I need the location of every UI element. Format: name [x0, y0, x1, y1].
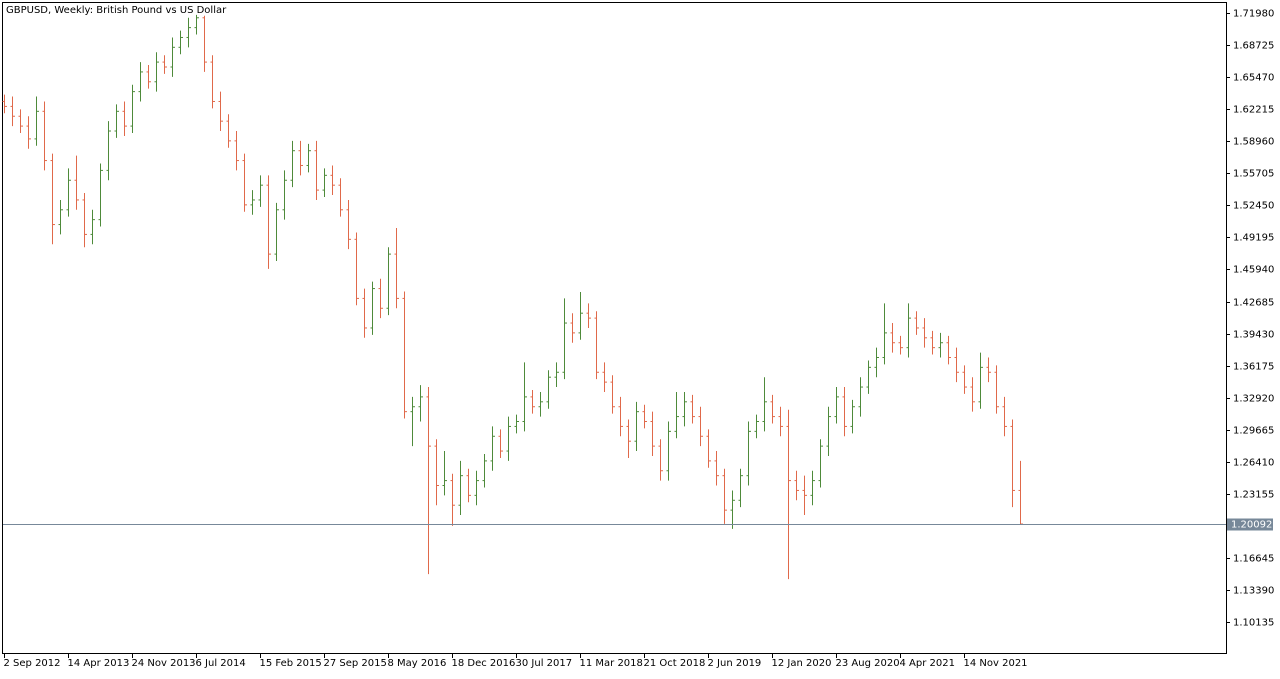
y-tick-label: 1.32920 — [1233, 394, 1274, 405]
x-tick-label: 14 Apr 2013 — [68, 658, 130, 669]
x-tick-label: 11 Mar 2018 — [580, 658, 643, 669]
y-tick-label: 1.58960 — [1233, 137, 1274, 148]
y-tick-label: 1.45940 — [1233, 265, 1274, 276]
plot-frame — [2, 2, 1227, 654]
y-tick-label: 1.49195 — [1233, 233, 1274, 244]
x-tick-label: 15 Feb 2015 — [260, 658, 322, 669]
last-price-box — [1227, 518, 1273, 531]
x-tick-label: 18 Dec 2016 — [452, 658, 516, 669]
y-tick-label: 1.68725 — [1233, 41, 1274, 52]
y-tick-label: 1.26410 — [1233, 458, 1274, 469]
y-tick-label: 1.23155 — [1233, 490, 1274, 501]
y-tick-label: 1.65470 — [1233, 73, 1274, 84]
x-tick-label: 23 Aug 2020 — [836, 658, 900, 669]
x-tick-label: 8 May 2016 — [388, 658, 447, 669]
y-tick-label: 1.10135 — [1233, 618, 1274, 629]
y-tick-label: 1.13390 — [1233, 586, 1274, 597]
y-tick-label: 1.62215 — [1233, 105, 1274, 116]
y-tick-label: 1.16645 — [1233, 554, 1274, 565]
x-tick-label: 24 Nov 2013 — [132, 658, 196, 669]
last-price-label: 1.20092 — [1231, 520, 1272, 531]
y-tick-label: 1.42685 — [1233, 298, 1274, 309]
chart-title: GBPUSD, Weekly: British Pound vs US Doll… — [6, 5, 227, 16]
x-tick-label: 2 Sep 2012 — [4, 658, 61, 669]
y-tick-label: 1.71980 — [1233, 9, 1274, 20]
x-tick-label: 14 Nov 2021 — [964, 658, 1028, 669]
y-tick-label: 1.29665 — [1233, 426, 1274, 437]
x-tick-label: 12 Jan 2020 — [772, 658, 832, 669]
x-tick-label: 6 Jul 2014 — [196, 658, 246, 669]
x-tick-label: 21 Oct 2018 — [644, 658, 706, 669]
x-tick-label: 27 Sep 2015 — [324, 658, 387, 669]
x-tick-label: 4 Apr 2021 — [900, 658, 955, 669]
y-tick-label: 1.39430 — [1233, 330, 1274, 341]
y-tick-label: 1.52450 — [1233, 201, 1274, 212]
x-tick-label: 2 Jun 2019 — [708, 658, 762, 669]
y-tick-label: 1.55705 — [1233, 169, 1274, 180]
x-tick-label: 30 Jul 2017 — [516, 658, 573, 669]
y-tick-label: 1.36175 — [1233, 362, 1274, 373]
